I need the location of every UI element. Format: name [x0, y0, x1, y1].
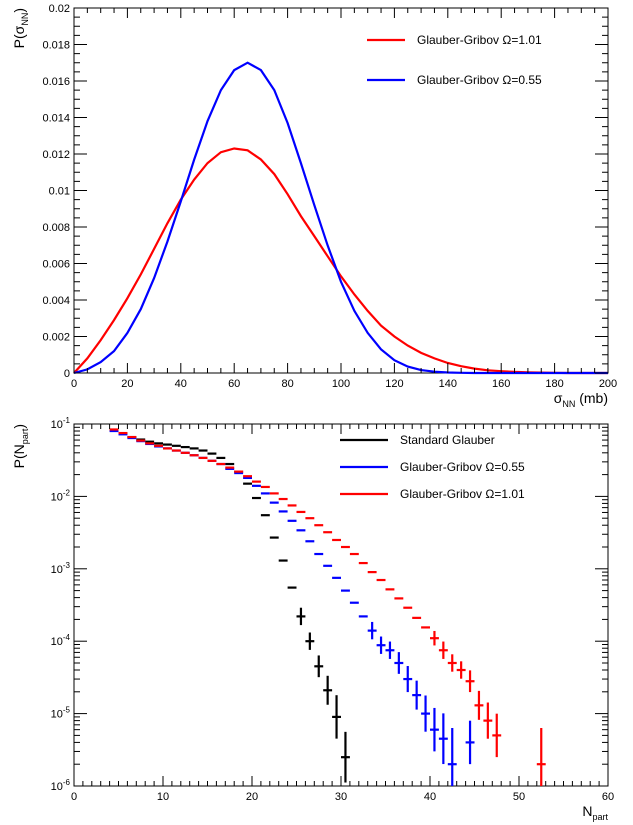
x-tick-label: 60 [602, 791, 614, 803]
top-chart-legend: Glauber-Gribov Ω=1.01 Glauber-Gribov Ω=0.… [367, 33, 542, 87]
legend-item: Glauber-Gribov Ω=1.01 [367, 33, 542, 47]
legend-item: Standard Glauber [340, 433, 495, 447]
y-tick-label: 10-1 [51, 416, 71, 431]
series-1 [73, 61, 608, 375]
x-tick-label: 20 [246, 791, 258, 803]
data-point [403, 666, 413, 693]
data-point [430, 707, 439, 752]
top-chart-frame [73, 7, 609, 374]
top-chart-series [73, 61, 608, 375]
data-point [465, 720, 475, 765]
data-point [492, 713, 502, 758]
data-point [394, 652, 404, 674]
x-tick-label: 100 [332, 378, 350, 390]
x-tick-label: 60 [228, 378, 240, 390]
series-0 [73, 147, 608, 375]
y-tick-label: 10-6 [51, 778, 71, 793]
data-point [412, 680, 422, 710]
data-point [314, 655, 324, 678]
data-point [456, 661, 466, 679]
y-tick-label: 0.01 [49, 186, 70, 198]
x-tick-label: 180 [545, 378, 563, 390]
x-tick-label: 10 [157, 791, 169, 803]
bottom-chart-series [109, 428, 546, 786]
x-tick-label: 160 [492, 378, 510, 390]
legend-item: Glauber-Gribov Ω=0.55 [340, 460, 525, 474]
x-tick-label: 40 [424, 791, 436, 803]
legend-item: Glauber-Gribov Ω=1.01 [340, 487, 525, 501]
series-1 [109, 429, 475, 786]
data-point [305, 632, 315, 650]
data-point [483, 702, 493, 739]
legend-label: Glauber-Gribov Ω=1.01 [417, 33, 542, 47]
x-tick-label: 30 [335, 791, 347, 803]
y-tick-label: 0.004 [42, 295, 70, 307]
data-point [421, 695, 430, 732]
bottom-x-axis-title: Npart [582, 803, 608, 822]
data-point [296, 607, 306, 626]
series-line [73, 147, 608, 375]
top-x-axis-title: σNN (mb) [554, 390, 608, 409]
y-tick-label: 10-2 [51, 488, 71, 503]
y-tick-label: 0.012 [42, 149, 70, 161]
data-point [430, 630, 439, 646]
y-tick-label: 0.014 [42, 113, 70, 125]
bottom-chart-ticks: 0 10 20 30 40 50 60 10-6 10-5 10-4 10-3 10-2 10-1 [51, 416, 615, 803]
series-2 [109, 428, 546, 786]
data-point [385, 641, 395, 659]
data-point [447, 654, 457, 672]
series-line [73, 61, 608, 375]
x-tick-label: 80 [281, 378, 293, 390]
top-y-axis-title: P(σNN) [11, 8, 30, 48]
data-point [376, 636, 386, 654]
data-point [367, 621, 377, 640]
y-tick-label: 10-4 [51, 633, 71, 648]
y-tick-label: 10-5 [51, 706, 71, 721]
x-tick-label: 120 [385, 378, 403, 390]
x-tick-label: 40 [175, 378, 187, 390]
y-tick-label: 0.02 [49, 3, 70, 15]
legend-label: Glauber-Gribov Ω=0.55 [400, 460, 525, 474]
x-tick-label: 200 [599, 378, 617, 390]
legend-label: Glauber-Gribov Ω=0.55 [417, 73, 542, 87]
top-chart-panel: 0 20 40 60 80 100 120 140 160 180 200 0 0.002 0.004 0.… [11, 3, 617, 409]
data-point [438, 713, 448, 765]
data-point [323, 675, 333, 705]
data-point [447, 728, 457, 786]
bottom-y-axis-title: P(Npart) [11, 424, 30, 468]
y-tick-label: 0.002 [42, 332, 70, 344]
top-chart-ticks: 0 20 40 60 80 100 120 140 160 180 200 0 0.002 0.004 0.… [42, 3, 617, 390]
x-tick-label: 0 [71, 378, 77, 390]
y-tick-label: 0 [64, 368, 70, 380]
data-point [341, 731, 350, 783]
x-tick-label: 0 [71, 791, 77, 803]
x-tick-label: 140 [439, 378, 457, 390]
legend-item: Glauber-Gribov Ω=0.55 [367, 73, 542, 87]
data-point [465, 670, 475, 693]
legend-label: Standard Glauber [400, 433, 495, 447]
y-tick-label: 0.016 [42, 76, 70, 88]
y-tick-label: 10-3 [51, 561, 71, 576]
series-0 [109, 429, 350, 783]
x-tick-label: 50 [513, 791, 525, 803]
data-point [332, 695, 341, 739]
y-tick-label: 0.018 [42, 40, 70, 52]
bottom-chart-legend: Standard Glauber Glauber-Gribov Ω=0.55 Gla… [340, 433, 525, 501]
y-tick-label: 0.006 [42, 259, 70, 271]
bottom-chart-frame [73, 423, 609, 787]
data-point [438, 641, 448, 659]
data-point [474, 690, 484, 720]
data-point [536, 728, 546, 786]
legend-label: Glauber-Gribov Ω=1.01 [400, 487, 525, 501]
y-tick-label: 0.008 [42, 222, 70, 234]
x-tick-label: 20 [121, 378, 133, 390]
bottom-chart-panel: 0 10 20 30 40 50 60 10-6 10-5 10-4 10-3 10-2 10-1 St… [11, 416, 614, 822]
